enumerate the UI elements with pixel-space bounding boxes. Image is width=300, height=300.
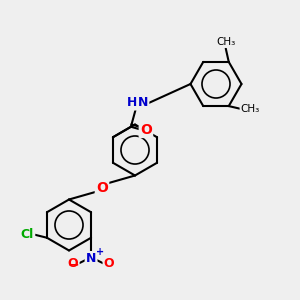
Text: O: O (96, 181, 108, 194)
Text: CH₃: CH₃ (240, 104, 260, 114)
Text: Cl: Cl (21, 228, 34, 241)
Text: −: − (68, 258, 79, 272)
Text: H: H (127, 96, 138, 109)
Text: +: + (96, 247, 104, 257)
Text: CH₃: CH₃ (216, 38, 236, 47)
Text: O: O (104, 257, 114, 270)
Text: O: O (140, 123, 152, 137)
Text: N: N (138, 96, 148, 109)
Text: N: N (86, 252, 96, 265)
Text: O: O (68, 257, 78, 270)
